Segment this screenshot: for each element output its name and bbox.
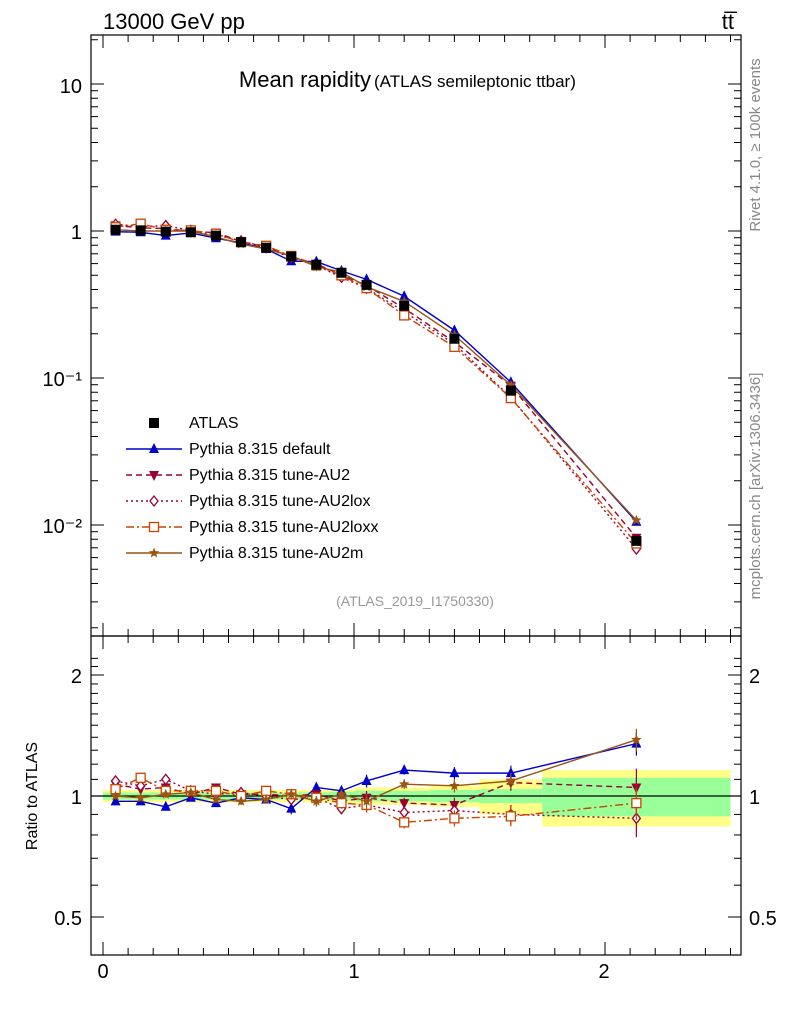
point-ratio-0-12 (449, 767, 460, 778)
x-tick-label-1: 1 (348, 961, 359, 983)
data-point-14 (631, 535, 642, 546)
data-point-12 (449, 333, 460, 344)
point-ratio-3-4 (210, 785, 222, 796)
data-point-10 (361, 279, 372, 290)
point-ratio-0-2 (160, 800, 171, 811)
ratio-y-label: Ratio to ATLAS (24, 742, 41, 850)
point-ratio-0-0 (110, 795, 121, 806)
y-tick-label-0.01: 10⁻² (43, 516, 83, 538)
point-main-4-14 (631, 514, 642, 525)
point-ratio-4-2 (160, 788, 171, 799)
point-ratio-3-9 (336, 797, 347, 809)
point-ratio-4-7 (286, 788, 297, 799)
axis-ticks (91, 35, 741, 955)
legend: ATLAS Pythia 8.315 default Pythia 8.315 … (126, 415, 378, 562)
mcplots-label: mcplots.cern.ch [arXiv:1306.3436] (747, 373, 764, 600)
ratio-tick-label-1: 1 (71, 787, 82, 809)
point-ratio-4-3 (185, 787, 197, 797)
series-line-main-1 (115, 224, 637, 539)
point-ratio-4-1 (135, 792, 146, 803)
x-tick-label-2: 2 (598, 961, 609, 983)
point-ratio-1-11 (399, 799, 410, 810)
legend-label-au2m: Pythia 8.315 tune-AU2m (189, 545, 363, 562)
point-ratio-4-0 (110, 790, 121, 801)
x-tick-label-0: 0 (97, 961, 108, 983)
point-ratio-4-8 (311, 795, 322, 806)
legend-marker-4 (148, 547, 160, 558)
y-tick-label-1: 1 (71, 222, 82, 244)
data-points (110, 224, 642, 546)
chart-subtitle: (ATLAS semileptonic ttbar) (374, 72, 576, 91)
legend-label-au2lox: Pythia 8.315 tune-AU2lox (189, 493, 370, 510)
legend-label-au2loxx: Pythia 8.315 tune-AU2loxx (189, 519, 378, 536)
point-ratio-0-11 (399, 764, 410, 775)
ratio-tick-label-2-right: 2 (749, 666, 760, 688)
data-point-4 (210, 230, 221, 241)
point-ratio-4-10 (361, 795, 372, 806)
ratio-tick-label-2: 2 (71, 666, 82, 688)
legend-label-au2: Pythia 8.315 tune-AU2 (189, 467, 350, 484)
data-point-0 (110, 224, 121, 235)
legend-label-default: Pythia 8.315 default (189, 441, 331, 458)
point-ratio-4-6 (260, 794, 272, 804)
data-point-13 (505, 385, 516, 396)
point-ratio-4-11 (399, 778, 410, 789)
chart-title: Mean rapidity (239, 67, 371, 92)
point-ratio-0-13 (505, 767, 516, 778)
data-point-9 (336, 267, 347, 278)
point-main-0-12 (449, 324, 460, 335)
data-point-1 (135, 225, 146, 236)
point-ratio-3-1 (135, 772, 146, 783)
point-ratio-4-14 (631, 734, 642, 745)
series-group (110, 218, 642, 838)
data-point-3 (185, 227, 196, 238)
ratio-tick-label-0.5: 0.5 (54, 908, 82, 930)
point-ratio-0-8 (311, 781, 322, 792)
ratio-tick-label-0.5-right: 0.5 (749, 908, 777, 930)
data-point-8 (311, 259, 322, 270)
ratio-tick-label-1-right: 1 (749, 787, 760, 809)
legend-marker-3 (148, 521, 160, 533)
data-point-11 (399, 300, 410, 311)
point-ratio-3-14 (631, 797, 642, 809)
header-right: tt̅ (722, 9, 738, 34)
point-main-3-12 (449, 341, 460, 353)
point-ratio-0-7 (286, 802, 297, 813)
point-ratio-4-12 (449, 780, 460, 791)
data-point-5 (236, 237, 247, 248)
series-ratio-4 (110, 728, 642, 809)
point-ratio-4-4 (210, 794, 222, 804)
legend-marker-1 (149, 471, 159, 481)
point-ratio-4-5 (235, 795, 247, 806)
point-ratio-3-12 (449, 813, 460, 824)
y-tick-label-10: 10 (60, 76, 82, 98)
legend-label-atlas: ATLAS (189, 415, 239, 432)
point-ratio-3-11 (399, 817, 410, 828)
point-ratio-3-13 (505, 811, 517, 822)
point-ratio-4-13 (505, 775, 517, 786)
data-point-7 (286, 251, 297, 262)
legend-marker-0 (149, 443, 159, 453)
data-point-2 (160, 226, 171, 237)
analysis-tag: (ATLAS_2019_I1750330) (336, 593, 494, 609)
point-ratio-4-9 (336, 788, 347, 799)
data-point-6 (261, 242, 272, 253)
header-left: 13000 GeV pp (103, 9, 245, 34)
point-main-3-11 (399, 310, 410, 321)
legend-marker-atlas (149, 418, 159, 428)
rivet-label: Rivet 4.1.0, ≥ 100k events (747, 58, 764, 231)
point-ratio-2-1 (135, 779, 146, 792)
y-tick-label-0.1: 10⁻¹ (43, 369, 83, 391)
point-main-0-11 (399, 290, 410, 301)
point-ratio-2-2 (160, 773, 171, 786)
legend-marker-2 (149, 494, 159, 508)
point-ratio-3-6 (260, 785, 272, 796)
point-ratio-0-10 (361, 774, 372, 785)
